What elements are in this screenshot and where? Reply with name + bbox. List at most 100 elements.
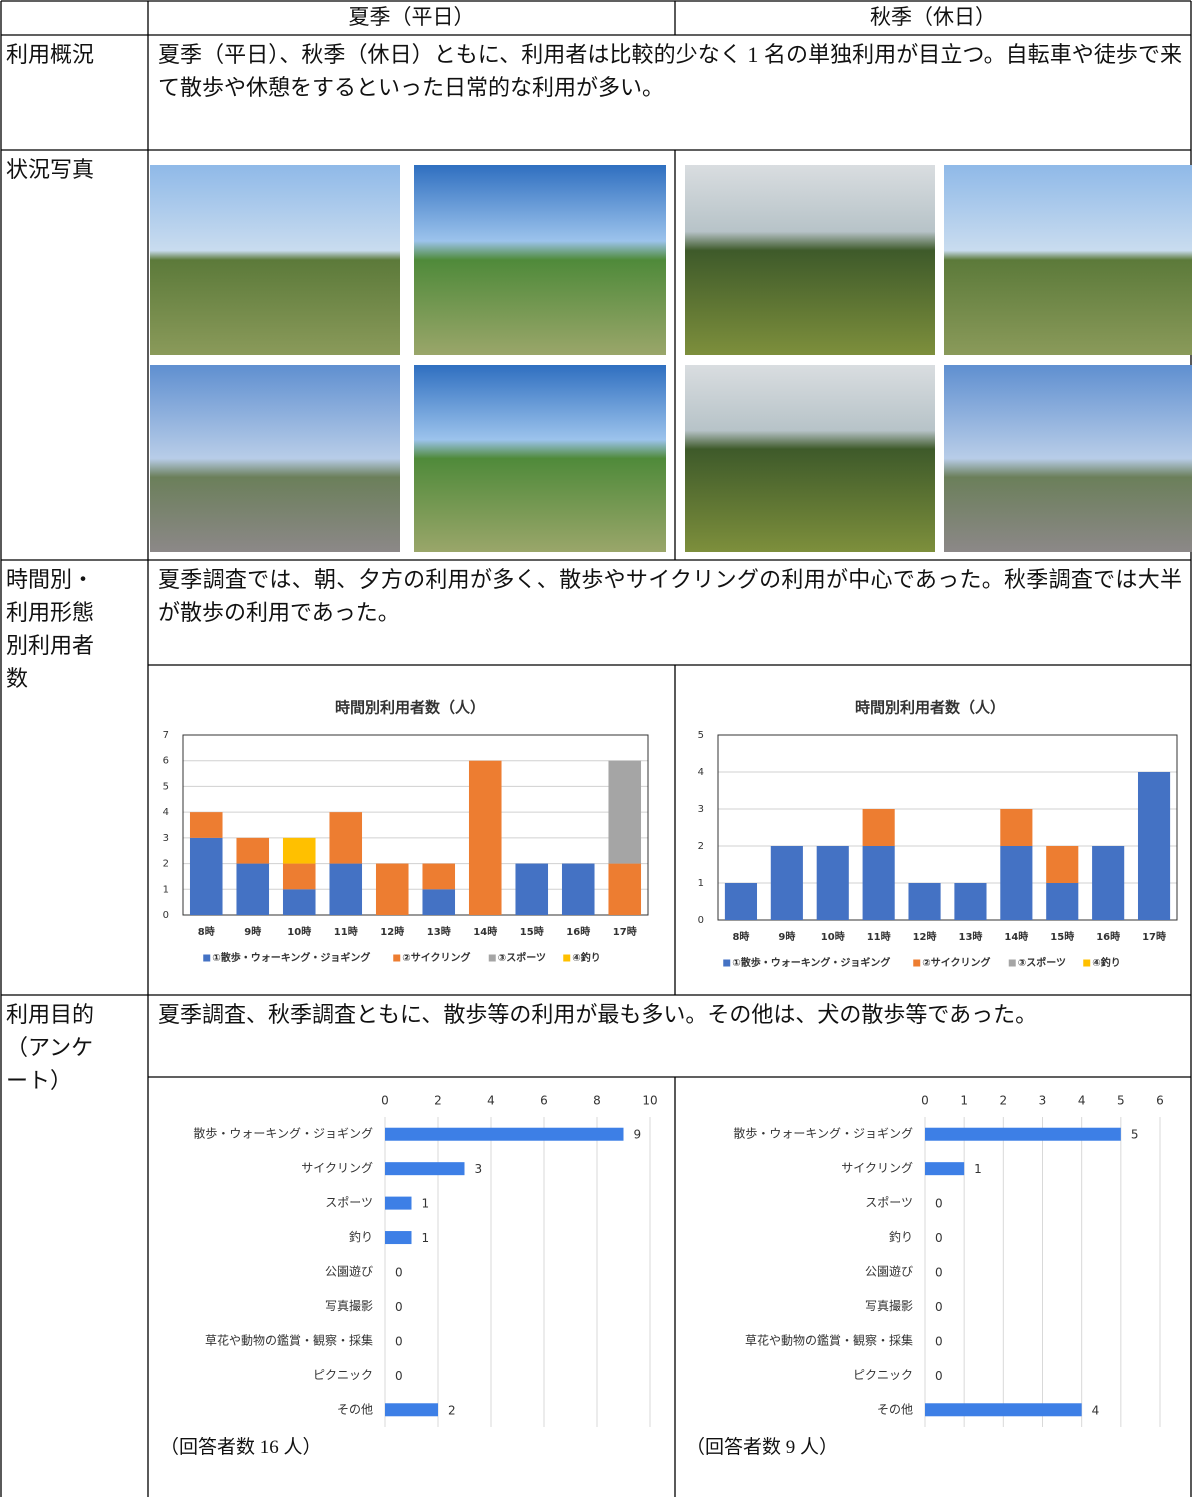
value-label: 1 (974, 1162, 982, 1176)
value-label: 2 (448, 1403, 456, 1417)
chart-title: 時間別利用者数（人） (335, 699, 485, 717)
category-label: サイクリング (301, 1161, 373, 1175)
legend-entry: ④釣り (572, 951, 600, 964)
plot-frame (717, 734, 1178, 921)
bar-segment (608, 863, 642, 915)
bar-segment (282, 863, 316, 890)
category-label: ピクニック (313, 1368, 373, 1382)
value-label: 0 (395, 1369, 403, 1383)
value-label: 9 (634, 1128, 642, 1142)
bar-segment (375, 863, 409, 915)
category-label: 釣り (349, 1229, 373, 1244)
x-tick-label: 10時 (821, 930, 845, 943)
bar (385, 1403, 438, 1417)
legend-swatch (203, 954, 211, 962)
bar (385, 1162, 465, 1176)
x-tick-label: 14時 (473, 925, 497, 938)
bar (925, 1162, 965, 1176)
bar (385, 1196, 412, 1210)
category-label: その他 (337, 1402, 373, 1416)
x-tick-label: 13時 (958, 930, 982, 943)
header-cell: 秋季（休日） (870, 5, 996, 29)
photo (150, 365, 400, 552)
value-label: 3 (475, 1162, 483, 1176)
value-label: 0 (935, 1197, 943, 1211)
bar-segment (954, 883, 987, 920)
x-tick-label: 9時 (244, 925, 261, 938)
x-tick-label: 17時 (1142, 930, 1166, 943)
header-cell: 夏季（平日） (348, 5, 475, 29)
bar-segment (422, 889, 456, 915)
legend-entry: ①散歩・ウォーキング・ジョギング (212, 951, 370, 964)
x-tick-label: 16時 (566, 925, 590, 938)
x-tick-label: 15時 (1050, 930, 1074, 943)
legend-entry: ③スポーツ (498, 951, 546, 964)
row-text: 夏季調査、秋季調査ともに、散歩等の利用が最も多い。その他は、犬の散歩等であった。 (158, 1002, 1038, 1027)
x-tick-label: 17時 (613, 925, 637, 938)
legend-swatch (488, 954, 496, 962)
legend-swatch (723, 959, 731, 967)
value-label: 0 (935, 1300, 943, 1314)
photo (414, 165, 666, 355)
x-tick-label: 8時 (198, 925, 215, 938)
bar-segment (189, 837, 223, 915)
y-tick-label: 6 (163, 756, 169, 767)
y-tick-label: 1 (698, 878, 704, 889)
category-label: その他 (877, 1402, 913, 1416)
bar-segment (236, 863, 270, 915)
x-tick-label: 12時 (913, 930, 937, 943)
bar (385, 1127, 624, 1141)
bar (925, 1403, 1082, 1417)
bar-segment (862, 846, 895, 920)
y-tick-label: 5 (163, 781, 169, 792)
row-label: 状況写真 (6, 157, 95, 182)
value-label: 0 (935, 1334, 943, 1348)
legend-swatch (1008, 959, 1016, 967)
photo (414, 365, 666, 552)
legend-swatch (913, 959, 921, 967)
x-tick-label: 12時 (380, 925, 404, 938)
x-tick-label: 14時 (1004, 930, 1028, 943)
photo (150, 165, 400, 355)
y-tick-label: 3 (163, 833, 169, 844)
row-label: 利用概況 (6, 42, 95, 67)
bar-segment (282, 889, 316, 915)
value-label: 1 (422, 1231, 430, 1245)
plot-frame (182, 734, 649, 916)
value-label: 0 (395, 1334, 403, 1348)
value-label: 0 (395, 1266, 403, 1280)
value-label: 5 (1131, 1128, 1139, 1142)
bar-segment (608, 760, 642, 864)
y-tick-label: 0 (163, 910, 169, 921)
photo (944, 365, 1192, 552)
bar-segment (189, 812, 223, 838)
bar-segment (236, 837, 270, 864)
x-tick-label: 2 (1000, 1094, 1008, 1108)
photo (685, 165, 935, 355)
chart-title: 時間別利用者数（人） (855, 699, 1005, 717)
bar-segment (282, 837, 316, 864)
legend-swatch (1083, 959, 1091, 967)
bar-segment (1046, 883, 1079, 920)
category-label: 散歩・ウォーキング・ジョギング (733, 1126, 913, 1141)
legend-swatch (393, 954, 401, 962)
x-tick-label: 8時 (732, 930, 749, 943)
y-tick-label: 4 (163, 807, 169, 818)
y-tick-label: 5 (698, 730, 704, 741)
value-label: 0 (935, 1369, 943, 1383)
x-tick-label: 4 (487, 1094, 495, 1108)
category-label: 写真撮影 (865, 1299, 913, 1313)
y-tick-label: 2 (163, 859, 169, 870)
chart-note: （回答者数 16 人） (160, 1437, 322, 1458)
x-tick-label: 11時 (334, 925, 358, 938)
x-tick-label: 5 (1117, 1094, 1125, 1108)
x-tick-label: 3 (1039, 1094, 1047, 1108)
category-label: ピクニック (853, 1368, 913, 1382)
bar-segment (862, 809, 895, 846)
category-label: 公園遊び (865, 1264, 913, 1279)
bar-segment (908, 883, 941, 920)
bar-segment (561, 863, 595, 915)
bar (385, 1231, 412, 1245)
bar-segment (1137, 772, 1171, 920)
bar-segment (422, 863, 456, 890)
